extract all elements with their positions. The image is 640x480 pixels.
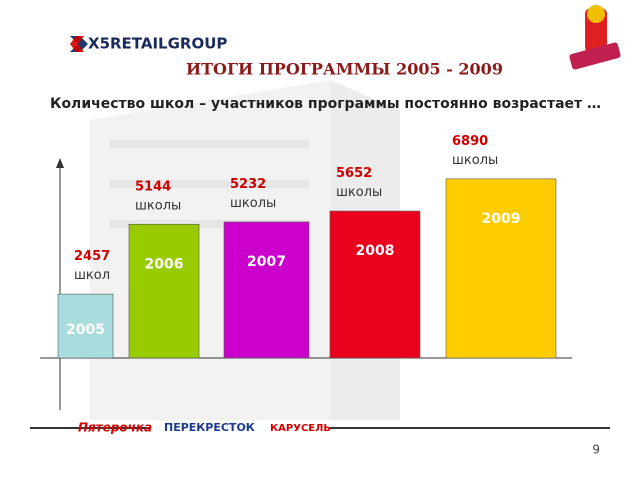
mascot [569,5,621,70]
logo-mark [70,36,88,52]
bar [128,223,200,359]
value-label: 5652 школы [336,166,382,200]
category-label: 2005 [66,322,105,338]
subtitle: Количество школ – участников программы п… [50,96,601,112]
page-number: 9 [592,443,600,457]
logo: X5RETAILGROUP [88,35,227,53]
value-label: 5232 школы [230,176,276,210]
category-label: 2008 [356,243,395,259]
bar [329,210,421,359]
category-label: 2009 [482,211,521,227]
bar [57,293,114,359]
value-label: 6890 школы [452,133,498,167]
title: ИТОГИ ПРОГРАММЫ 2005 - 2009 [186,60,503,79]
axis-arrow [56,158,64,168]
bar [445,178,557,359]
bar [223,221,310,359]
category-label: 2007 [247,254,286,270]
brand-logo: Пятерочка [78,421,152,435]
category-label: 2006 [145,256,184,272]
brand-logo: КАРУСЕЛЬ [270,423,331,434]
value-label: 2457 школ [74,249,115,283]
brand-logo: ПЕРЕКРЕСТОК [164,421,255,434]
value-label: 5144 школы [135,179,181,213]
